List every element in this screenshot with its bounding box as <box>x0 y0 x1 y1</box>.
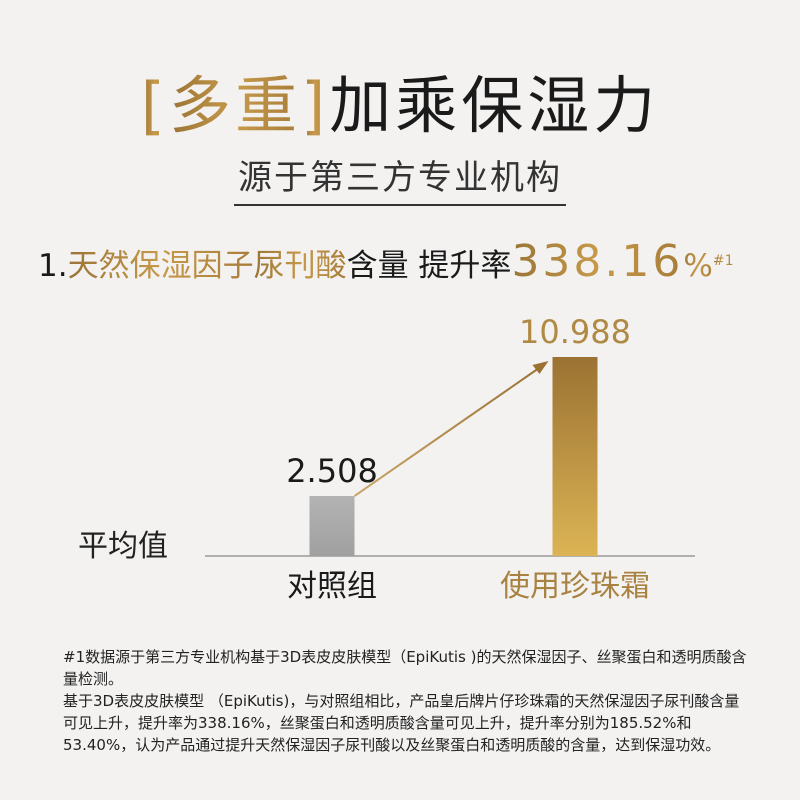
headline-suffix: 含量 提升率 <box>346 248 512 284</box>
value-label: 10.988 <box>519 313 631 351</box>
value-label: 2.508 <box>286 452 378 490</box>
category-label: 对照组 <box>287 569 377 604</box>
title-highlight: 多重 <box>168 69 301 142</box>
increase-arrow-line <box>353 366 542 497</box>
headline-prefix: 1. <box>38 248 68 284</box>
title-bracket-close: ] <box>301 69 330 142</box>
bar-control <box>309 496 355 556</box>
ingredient-part2: 尿刊酸 <box>253 248 347 284</box>
y-axis-label: 平均值 <box>78 529 168 564</box>
rate-percent: % <box>683 248 713 284</box>
category-label: 使用珍珠霜 <box>500 569 650 604</box>
subtitle: 源于第三方专业机构 <box>0 150 800 206</box>
arrow-head-icon <box>532 361 549 374</box>
headline: 1.天然保湿因子尿刊酸含量 提升率338.16%#1 <box>38 236 734 287</box>
bar-chart: 平均值 2.508 对照组 10.988 使用珍珠霜 <box>78 313 695 604</box>
title-rest: 加乘保湿力 <box>329 69 660 142</box>
footnote-ref: #1 <box>712 252 734 269</box>
footnote: #1数据源于第三方专业机构基于3D表皮皮肤模型（EpiKutis )的天然保湿因… <box>63 646 753 756</box>
footnote-detail: 基于3D表皮皮肤模型 （EpiKutis)，与对照组相比，产品皇后牌片仔珍珠霜的… <box>63 692 740 754</box>
bar-treated <box>552 357 598 556</box>
ingredient-part1: 天然保湿因子 <box>67 248 254 284</box>
rate-value: 338.16 <box>511 236 684 287</box>
footnote-source: #1数据源于第三方专业机构基于3D表皮皮肤模型（EpiKutis )的天然保湿因… <box>63 648 747 688</box>
page-title: [多重]加乘保湿力 <box>0 55 800 145</box>
title-bracket-open: [ <box>140 69 169 142</box>
